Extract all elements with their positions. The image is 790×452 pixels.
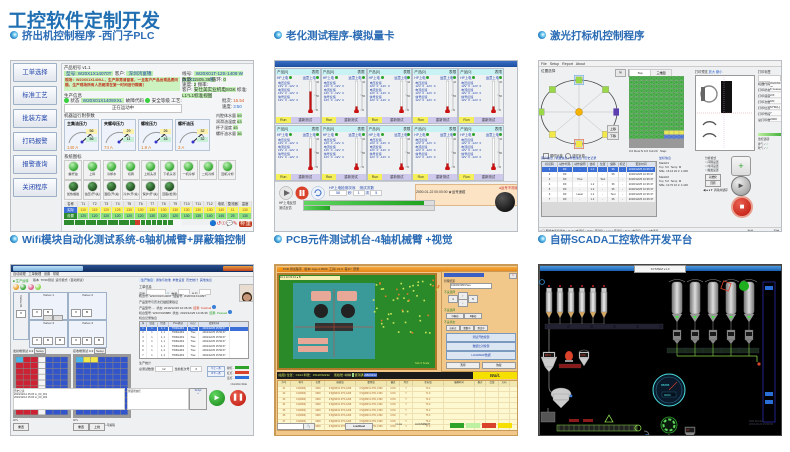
svg-text:0: 0 [453, 165, 455, 169]
svg-text:50: 50 [362, 151, 365, 155]
svg-text:100: 100 [453, 80, 456, 84]
svg-text:0: 0 [316, 108, 318, 112]
svg-text:0: 0 [362, 165, 364, 169]
svg-text:100: 100 [362, 137, 365, 141]
svg-text:0: 0 [408, 165, 410, 169]
svg-text:50: 50 [408, 94, 411, 98]
svg-text:88888: 88888 [661, 383, 670, 387]
svg-text:50: 50 [362, 94, 365, 98]
svg-text:50: 50 [499, 94, 502, 98]
svg-text:0: 0 [316, 165, 318, 169]
svg-text:100: 100 [408, 80, 411, 84]
svg-text:0: 0 [499, 108, 501, 112]
svg-text:50: 50 [453, 151, 456, 155]
svg-text:50: 50 [408, 151, 411, 155]
svg-text:50: 50 [453, 94, 456, 98]
svg-text:0: 0 [499, 165, 501, 169]
svg-text:50: 50 [499, 151, 502, 155]
svg-text:100: 100 [316, 137, 319, 141]
svg-text:100: 100 [499, 137, 502, 141]
svg-text:100: 100 [408, 137, 411, 141]
svg-text:00%: 00% [581, 353, 587, 357]
svg-text:100: 100 [316, 80, 319, 84]
svg-text:100: 100 [499, 80, 502, 84]
svg-text:0: 0 [453, 108, 455, 112]
svg-text:0000: 0000 [664, 393, 671, 397]
svg-text:0: 0 [408, 108, 410, 112]
svg-text:50: 50 [316, 151, 319, 155]
svg-text:100: 100 [453, 137, 456, 141]
svg-text:100: 100 [362, 80, 365, 84]
svg-text:88%: 88% [545, 353, 551, 357]
svg-text:0: 0 [362, 108, 364, 112]
svg-text:50: 50 [316, 94, 319, 98]
